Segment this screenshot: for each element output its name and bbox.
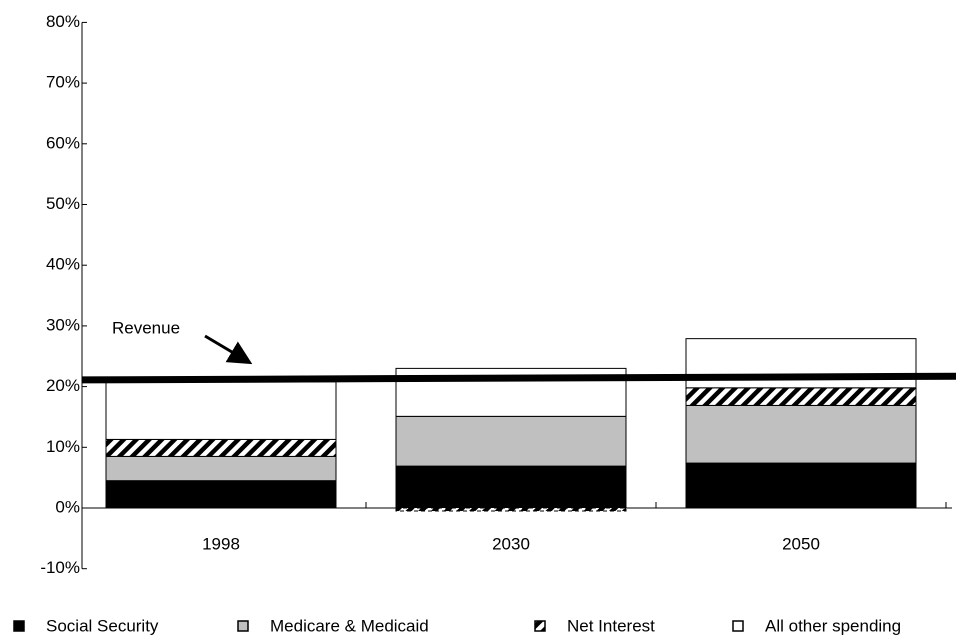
revenue-arrow <box>204 334 253 365</box>
y-tick-label: 40% <box>46 255 80 274</box>
legend-swatch <box>534 620 546 632</box>
bar-segment <box>105 438 337 457</box>
legend-swatch <box>237 620 249 632</box>
y-tick-label: 30% <box>46 315 80 334</box>
legend-swatch <box>13 620 25 632</box>
y-tick-label: 70% <box>46 73 80 92</box>
y-tick-label: 20% <box>46 376 80 395</box>
y-tick-label: 10% <box>46 437 80 456</box>
bar-segment <box>395 507 627 512</box>
bar-segment <box>685 387 917 406</box>
x-tick-label: 1998 <box>202 534 240 553</box>
bar-segment <box>395 415 627 467</box>
bar-segment <box>105 455 337 482</box>
legend-label: All other spending <box>765 616 901 635</box>
y-tick-label: 80% <box>46 12 80 31</box>
legend-swatch <box>732 620 744 632</box>
bar-segment <box>685 404 917 464</box>
revenue-label: Revenue <box>112 318 180 337</box>
legend-label: Social Security <box>46 616 159 635</box>
bar-segment <box>685 462 917 509</box>
y-tick-label: 50% <box>46 194 80 213</box>
x-tick-label: 2030 <box>492 534 530 553</box>
revenue-line <box>81 372 956 384</box>
legend-label: Net Interest <box>567 616 655 635</box>
legend-label: Medicare & Medicaid <box>270 616 429 635</box>
x-tick-label: 2050 <box>782 534 820 553</box>
bar-segment <box>105 381 337 440</box>
y-tick-label: 60% <box>46 133 80 152</box>
y-tick-label: -10% <box>40 558 80 577</box>
bar-segment <box>105 480 337 509</box>
bar-segment <box>395 465 627 509</box>
y-tick-label: 0% <box>55 497 80 516</box>
